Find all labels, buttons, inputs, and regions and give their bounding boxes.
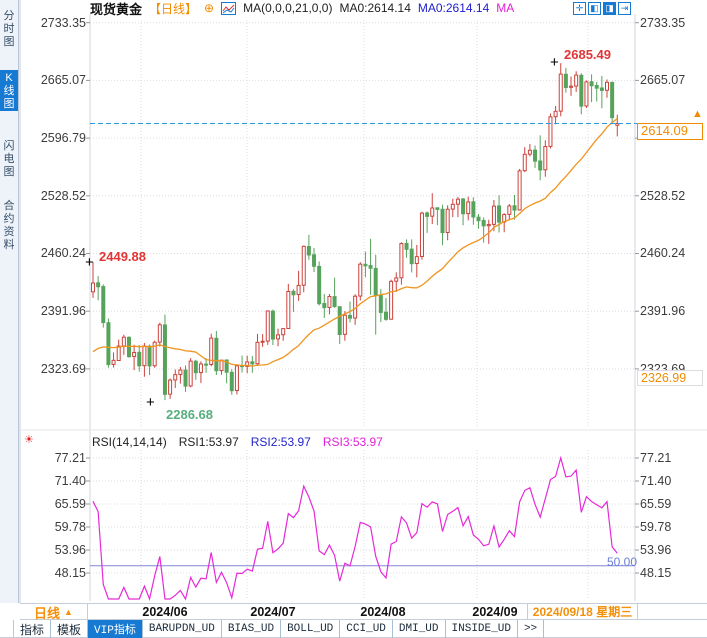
price-axis-label-right: 2460.24 <box>640 246 686 261</box>
page-forward-icon[interactable]: ⇥ <box>618 2 631 15</box>
period-tag[interactable]: 【日线】 <box>149 1 198 16</box>
rsi-header: ☀ RSI(14,14,14) RSI1:53.97 RSI2:53.97 RS… <box>20 434 383 449</box>
sidebar-tab-1[interactable]: 分时图 <box>3 10 15 48</box>
month-label: 2024/09 <box>472 605 518 619</box>
price-axis-label-right: 2733.35 <box>640 15 686 30</box>
month-label: 2024/07 <box>250 605 296 619</box>
high-marker-cross: + <box>85 254 94 271</box>
price-axis-label-right: 2528.52 <box>640 188 686 203</box>
chart-header: 现货黄金 【日线】 ⊕ MA(0,0,0,21,0,0) MA0:2614.14… <box>90 1 515 17</box>
month-label: 2024/08 <box>360 605 406 619</box>
ma-params-label: MA(0,0,0,21,0,0) <box>243 1 333 15</box>
indicator-tab-inside_ud[interactable]: INSIDE_UD <box>446 620 518 638</box>
price-axis-label-left: 2665.07 <box>40 73 86 88</box>
rsi1-value-label: RSI1:53.97 <box>178 434 239 449</box>
chart-toolbar: ✛ ◧ ◨ ⇥ <box>573 2 631 15</box>
indicator-chart-icon[interactable] <box>221 1 237 15</box>
indicator-tab-barupdn_ud[interactable]: BARUPDN_UD <box>143 620 222 638</box>
rsi-axis-label-left: 48.15 <box>54 566 86 581</box>
price-axis-label-left: 2528.52 <box>40 188 86 203</box>
rsi-axis-label-left: 71.40 <box>54 474 86 488</box>
price-axis-label-left: 2391.96 <box>40 304 86 319</box>
current-date-label: 2024/09/18 星期三 <box>527 604 638 620</box>
indicator-tab-boll_ud[interactable]: BOLL_UD <box>281 620 341 638</box>
month-label: 2024/06 <box>142 605 188 619</box>
rsi-axis-label-left: 59.78 <box>54 520 86 534</box>
price-axis-label-right: 2391.96 <box>640 304 686 319</box>
ma-suffix-label: MA <box>496 1 515 15</box>
low-annotation: 2286.68 <box>166 407 213 422</box>
price-axis-label-left: 2460.24 <box>40 246 86 261</box>
indicator-tab->>[interactable]: >> <box>518 620 545 638</box>
current-price-box: 2614.09 <box>637 123 703 140</box>
ma0-value-label: MA0:2614.14 <box>339 1 411 15</box>
rsi-axis-label-left: 65.59 <box>54 497 86 511</box>
price-axis-label-left: 2596.79 <box>40 131 86 146</box>
symbol-name: 现货黄金 <box>90 1 143 17</box>
rsi-ref-line-label: 50.00 <box>606 555 637 569</box>
peak-annotation: 2685.49 <box>564 47 611 62</box>
indicator-tab-[interactable]: 指标 <box>14 620 52 638</box>
rsi-axis-label-left: 77.21 <box>54 451 86 465</box>
sidebar-tab-4[interactable]: 合约资料 <box>3 200 15 251</box>
zoom-in-chart-icon[interactable]: ◨ <box>603 2 616 15</box>
zoom-out-chart-icon[interactable]: ◧ <box>588 2 601 15</box>
pan-crosshair-icon[interactable]: ✛ <box>573 2 586 15</box>
rsi-axis-label-right: 77.21 <box>640 451 672 465</box>
indicator-tab-cci_ud[interactable]: CCI_UD <box>340 620 393 638</box>
reference-price-box: 2326.99 <box>637 370 703 386</box>
price-axis-label-left: 2733.35 <box>40 15 86 30</box>
indicator-tab-bias_ud[interactable]: BIAS_UD <box>222 620 282 638</box>
sidebar-tab-3[interactable]: 闪电图 <box>3 140 15 178</box>
rsi-params-label: RSI(14,14,14) <box>92 434 167 449</box>
peak-marker-cross: + <box>550 54 559 71</box>
rsi3-value-label: RSI3:53.97 <box>322 434 383 449</box>
rsi-axis-label-right: 53.96 <box>640 543 672 558</box>
rsi-axis-label-right: 59.78 <box>640 520 672 534</box>
indicator-tab-[interactable]: 模板 <box>51 620 89 638</box>
rsi-axis-label-right: 65.59 <box>640 497 672 511</box>
expand-icon[interactable]: ⊕ <box>204 1 215 15</box>
price-axis-label-left: 2323.69 <box>40 361 86 376</box>
scroll-latest-arrow-icon[interactable]: ▲ <box>692 108 703 120</box>
period-selector-label: 日线 <box>34 605 61 621</box>
rsi2-value-label: RSI2:53.97 <box>250 434 311 449</box>
rsi-settings-icon[interactable]: ☀ <box>24 434 34 446</box>
first-high-annotation: 2449.88 <box>99 249 146 264</box>
period-selector-arrow-icon: ▲ <box>64 607 73 617</box>
indicator-tab-bar: 指标 模板 VIP指标 BARUPDN_UD BIAS_UD BOLL_UD CCI_UD D… <box>0 620 707 638</box>
ma0-value-label-blue: MA0:2614.14 <box>417 1 490 15</box>
rsi-axis-label-right: 71.40 <box>640 474 672 488</box>
period-selector[interactable]: 日线 ▲ <box>20 604 88 621</box>
tabbar-spacer <box>0 620 14 637</box>
indicator-tab-dmi_ud[interactable]: DMI_UD <box>393 620 446 638</box>
price-axis-label-right: 2665.07 <box>640 73 686 88</box>
time-axis-row: 日线 ▲ 2024/06 2024/07 2024/08 2024/09 2024/0… <box>20 603 707 621</box>
low-marker-cross: + <box>146 394 155 411</box>
rsi-axis-label-left: 53.96 <box>54 543 86 558</box>
indicator-tab-vip[interactable]: VIP指标 <box>88 620 143 638</box>
rsi-axis-label-right: 48.15 <box>640 566 672 581</box>
